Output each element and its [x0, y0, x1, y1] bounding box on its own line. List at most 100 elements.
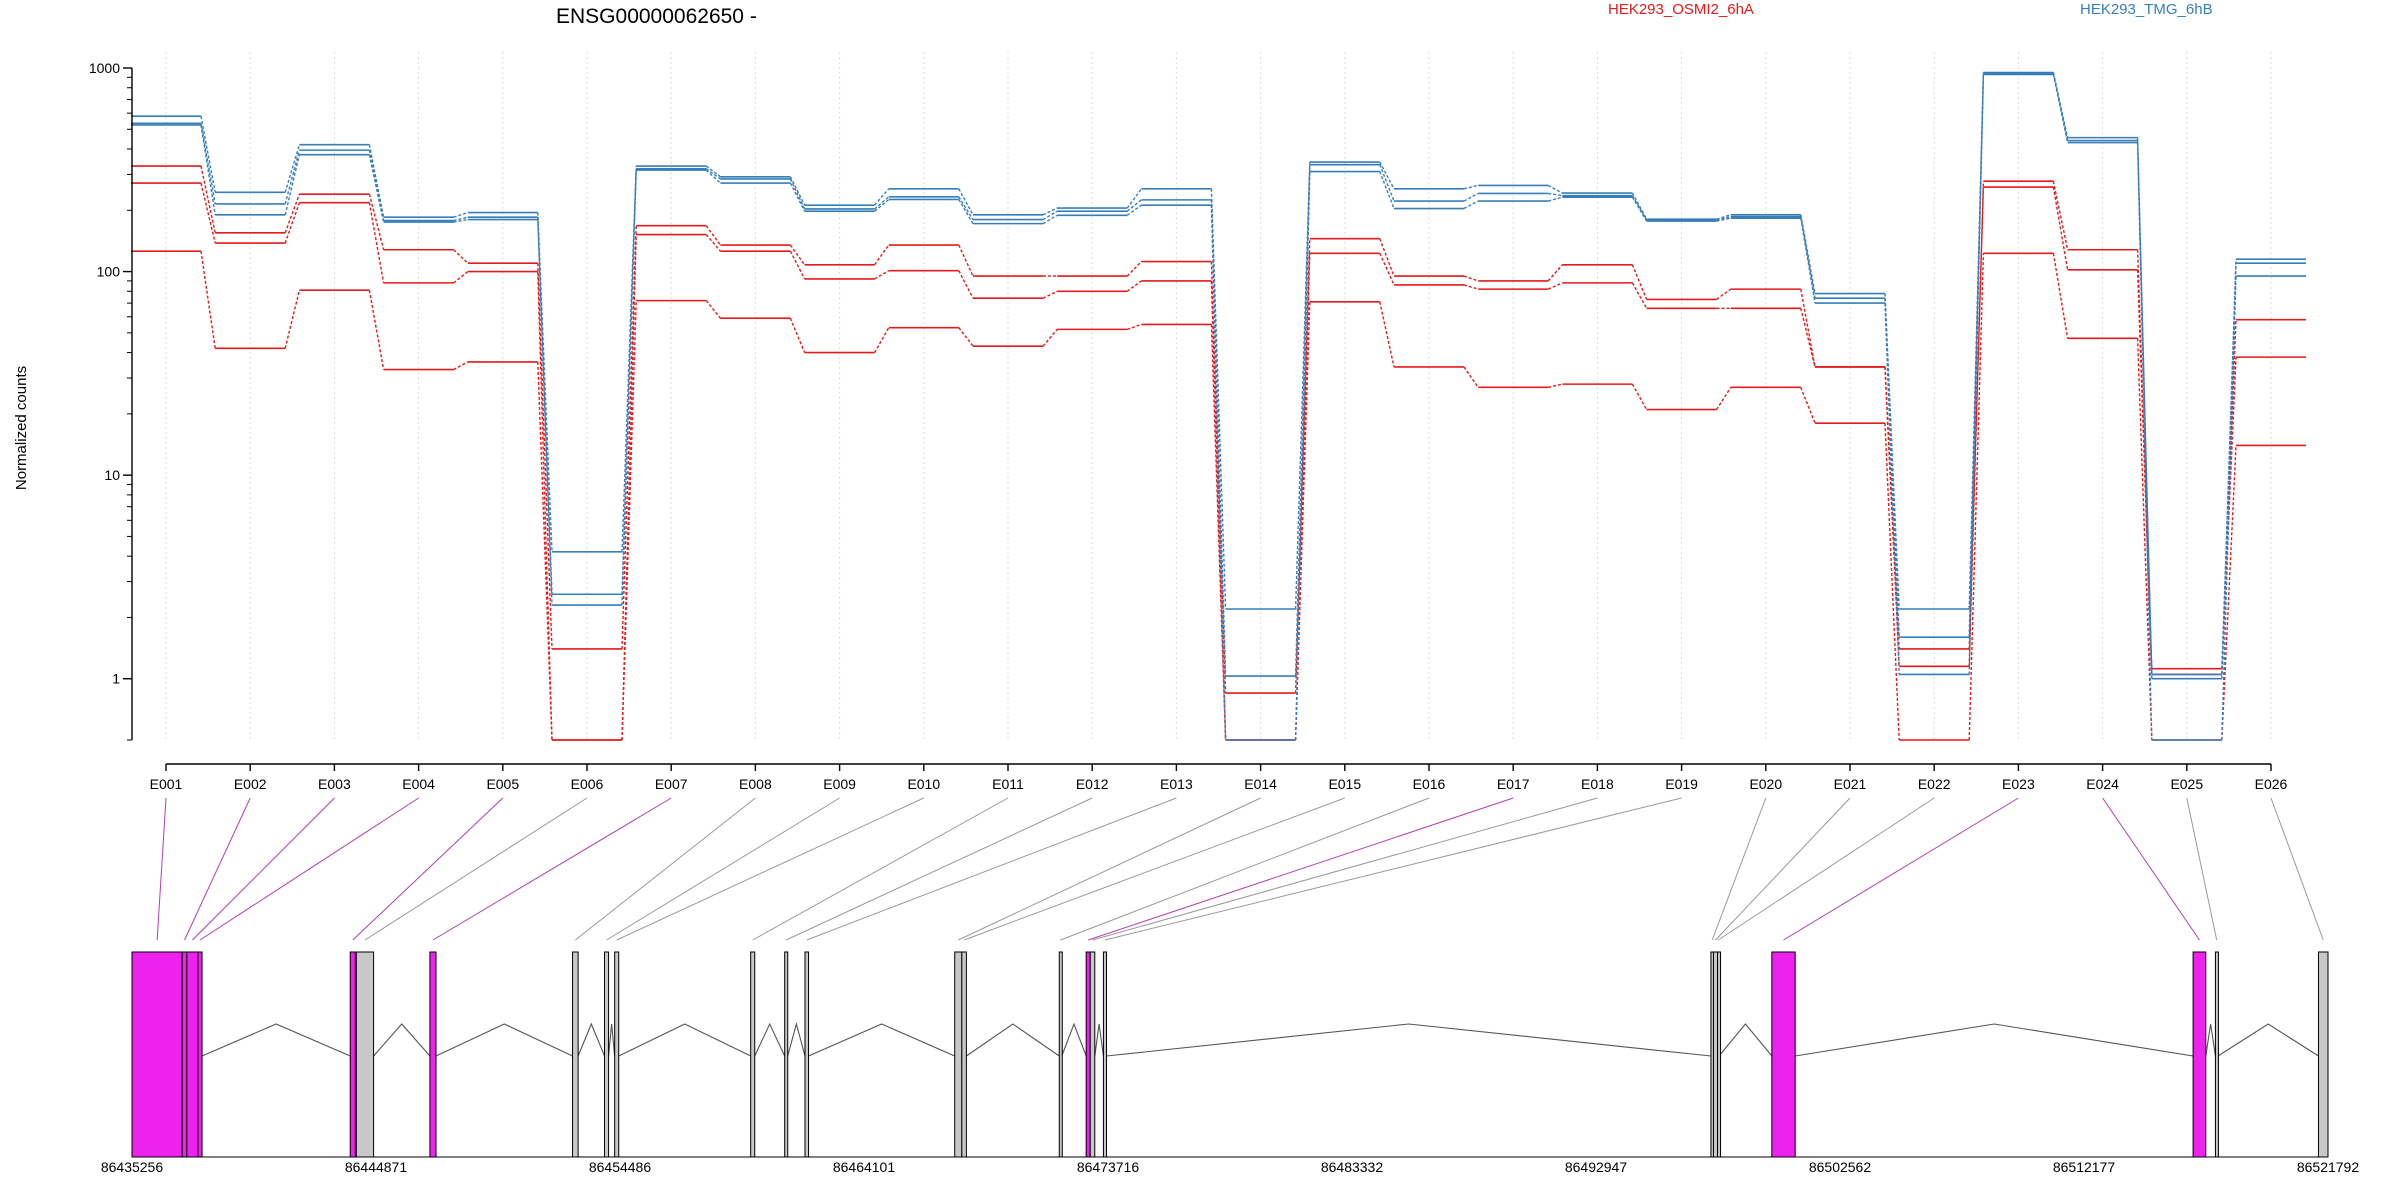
y-tick-label: 10 — [104, 467, 120, 483]
series-link — [1379, 164, 1395, 202]
series-link — [2136, 137, 2153, 675]
series-link — [1379, 238, 1395, 277]
x-tick-label: E007 — [655, 776, 688, 792]
intron — [1795, 1023, 2194, 1057]
intron — [2217, 1023, 2319, 1057]
series-link — [705, 168, 721, 180]
exon-connector — [364, 797, 588, 941]
series-link — [1294, 301, 1311, 741]
series-link — [958, 188, 974, 216]
legend-item-osmi2: HEK293_OSMI2_6hA — [1608, 1, 1754, 18]
series-link — [1548, 383, 1563, 389]
series-link — [537, 219, 553, 606]
x-tick-label: E017 — [1497, 776, 1530, 792]
series-link — [1800, 214, 1816, 294]
series-link — [200, 251, 216, 349]
series-link — [2136, 142, 2153, 741]
series-link — [368, 193, 385, 250]
x-tick-label: E020 — [1749, 776, 1782, 792]
series-link — [2221, 319, 2237, 669]
genomic-coordinate-label: 86464101 — [833, 1159, 896, 1175]
series-link — [453, 211, 469, 218]
series-link — [1716, 288, 1732, 300]
series-link — [789, 176, 806, 206]
series-link — [537, 271, 553, 741]
exon-box — [784, 951, 789, 1158]
series-link — [1968, 253, 1985, 741]
series-link — [1716, 386, 1732, 410]
series-link — [1210, 280, 1227, 741]
series-link — [1042, 328, 1058, 347]
series-link — [874, 244, 890, 266]
exon-box — [2192, 951, 2207, 1158]
x-tick-label: E026 — [2255, 776, 2288, 792]
intron — [1106, 1023, 1711, 1057]
y-tick-label: 1 — [112, 671, 120, 687]
series-link — [2221, 263, 2237, 679]
exon-box — [181, 951, 188, 1158]
series-link — [1042, 290, 1058, 299]
series-link — [1547, 184, 1563, 194]
series-link — [368, 290, 385, 370]
series-link — [789, 244, 806, 266]
x-tick-label: E006 — [571, 776, 604, 792]
series-link — [200, 165, 216, 233]
series-link — [453, 249, 469, 264]
x-tick-label: E013 — [1160, 776, 1193, 792]
series-link — [874, 196, 890, 210]
series-link — [2052, 253, 2069, 339]
series-link — [453, 218, 468, 223]
exon-box — [804, 951, 810, 1158]
exon-connector — [616, 797, 925, 941]
series-link — [1800, 218, 1816, 304]
genomic-coordinate-label: 86502562 — [1809, 1159, 1872, 1175]
series-link — [1463, 184, 1479, 190]
exon-connector — [352, 797, 504, 941]
series-link — [1126, 204, 1142, 216]
series-link — [200, 182, 216, 244]
x-tick-label: E004 — [402, 776, 435, 792]
exon-box — [750, 951, 756, 1158]
series-link — [1884, 303, 1900, 675]
series-link — [1631, 383, 1648, 410]
exon-connectors — [156, 797, 2324, 941]
x-tick-label: E014 — [1244, 776, 1277, 792]
series-link — [1126, 323, 1142, 331]
series-link — [874, 198, 890, 212]
exon-connector — [432, 797, 672, 941]
x-tick-label: E003 — [318, 776, 351, 792]
series-link — [1716, 214, 1732, 220]
exon-connector — [199, 797, 419, 941]
exon-box — [131, 951, 183, 1158]
intron — [435, 1023, 573, 1057]
genomic-coordinate-label: 86483332 — [1321, 1159, 1384, 1175]
series-link — [705, 165, 721, 178]
chart-title: ENSG00000062650 - — [556, 5, 757, 28]
series-link — [284, 193, 301, 234]
series-link — [1210, 199, 1227, 677]
series-link — [1126, 261, 1142, 277]
exon-box — [186, 951, 199, 1158]
x-tick-label: E011 — [992, 776, 1024, 792]
series-link — [1800, 216, 1816, 299]
series-link — [1463, 200, 1479, 210]
series-link — [789, 317, 806, 353]
series-link — [368, 154, 385, 223]
exon-connector — [963, 797, 1345, 941]
series-link — [1884, 366, 1900, 667]
exon-box — [1771, 951, 1796, 1158]
exon-box — [2317, 951, 2329, 1158]
series-link — [284, 149, 301, 205]
x-tick-label: E016 — [1413, 776, 1446, 792]
intron — [1061, 1022, 1087, 1057]
x-tick-label: E018 — [1581, 776, 1614, 792]
series-link — [2136, 338, 2153, 741]
genomic-coordinate-label: 86492947 — [1565, 1159, 1628, 1175]
exon-box — [1085, 951, 1091, 1158]
series-link — [2052, 74, 2069, 143]
series-link — [873, 327, 890, 353]
series-link — [2221, 276, 2237, 741]
series-link — [1548, 192, 1563, 197]
